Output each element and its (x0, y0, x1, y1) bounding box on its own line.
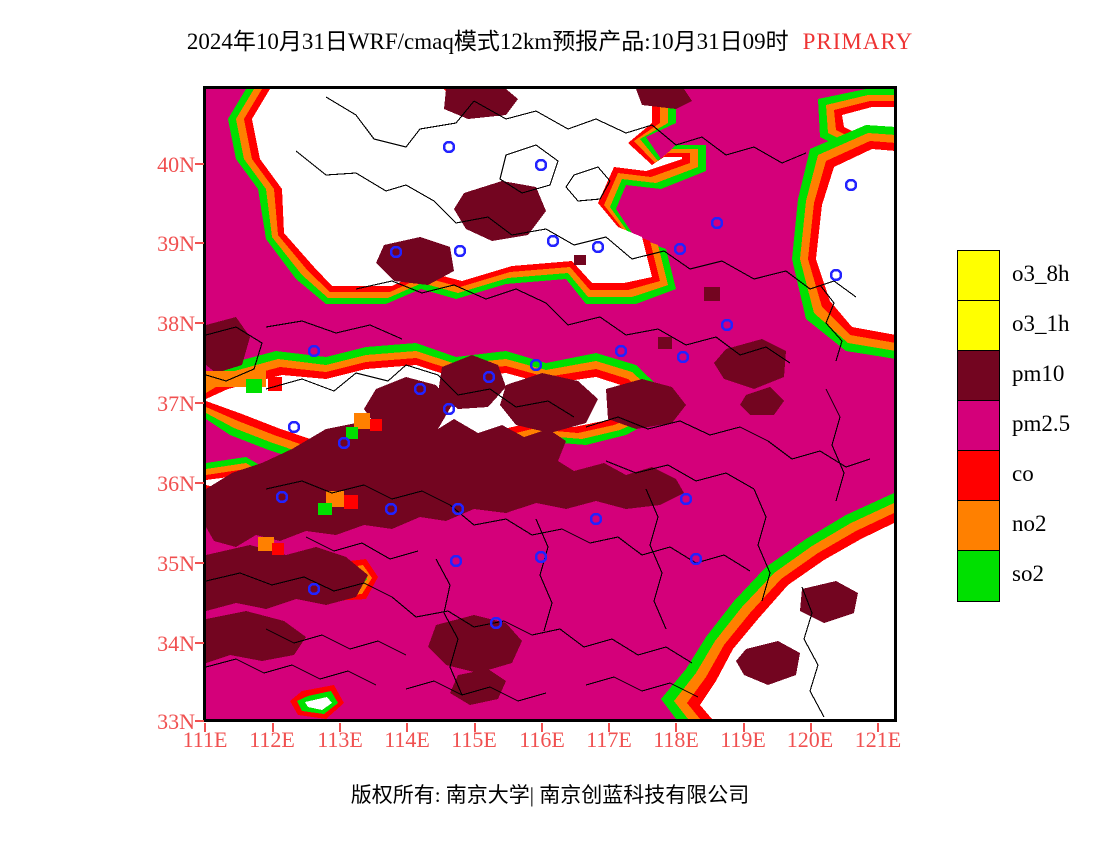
xtick-mark (204, 723, 206, 732)
legend-swatch-no2[interactable] (958, 501, 999, 551)
ytick-mark (195, 482, 204, 484)
ytick-mark (195, 242, 204, 244)
ytick-label-36n: 36N (157, 471, 195, 496)
legend-label-pm25: pm2.5 (1012, 411, 1071, 436)
ytick-mark (195, 720, 204, 722)
legend-swatch-o3_8h[interactable] (958, 251, 999, 301)
legend-label-pm10: pm10 (1012, 361, 1065, 386)
ytick-label-37n: 37N (157, 391, 195, 416)
ytick-label-35n: 35N (157, 551, 195, 576)
ytick-mark (195, 163, 204, 165)
legend-label-co: co (1012, 461, 1034, 486)
map-plot-area[interactable] (203, 86, 897, 722)
legend-swatch-pm25[interactable] (958, 401, 999, 451)
ytick-label-34n: 34N (157, 631, 195, 656)
ytick-mark (195, 562, 204, 564)
legend-swatch-co[interactable] (958, 451, 999, 501)
copyright-footer: 版权所有: 南京大学| 南京创蓝科技有限公司 (350, 783, 750, 807)
legend-swatch-pm10[interactable] (958, 351, 999, 401)
xtick-mark (675, 723, 677, 732)
ytick-mark (195, 402, 204, 404)
legend-swatch-so2[interactable] (958, 551, 999, 601)
legend-swatch-o3_1h[interactable] (958, 301, 999, 351)
legend-colorbar (957, 250, 1000, 602)
xtick-mark (406, 723, 408, 732)
ytick-label-33n: 33N (157, 709, 195, 734)
xtick-mark (743, 723, 745, 732)
xtick-mark (541, 723, 543, 732)
ytick-mark (195, 322, 204, 324)
xtick-mark (339, 723, 341, 732)
title-main-text: 2024年10月31日WRF/cmaq模式12km预报产品:10月31日09时 (186, 29, 789, 54)
station-markers (275, 140, 858, 630)
xtick-mark (608, 723, 610, 732)
legend-label-o3_8h: o3_8h (1012, 261, 1070, 286)
ytick-label-38n: 38N (157, 311, 195, 336)
ytick-label-40n: 40N (157, 152, 195, 177)
xtick-mark (272, 723, 274, 732)
legend-label-o3_1h: o3_1h (1012, 311, 1070, 336)
legend-label-no2: no2 (1012, 511, 1047, 536)
legend-label-so2: so2 (1012, 561, 1044, 586)
ytick-mark (195, 642, 204, 644)
xtick-label-120e: 120E (786, 727, 834, 752)
xtick-mark (474, 723, 476, 732)
xtick-mark (810, 723, 812, 732)
map-frame[interactable] (203, 86, 897, 722)
pollutant-raster-map (206, 89, 894, 719)
page-title: 2024年10月31日WRF/cmaq模式12km预报产品:10月31日09时 P… (0, 22, 1100, 56)
xtick-mark (877, 723, 879, 732)
title-primary-badge: PRIMARY (802, 29, 914, 54)
ytick-label-39n: 39N (157, 231, 195, 256)
